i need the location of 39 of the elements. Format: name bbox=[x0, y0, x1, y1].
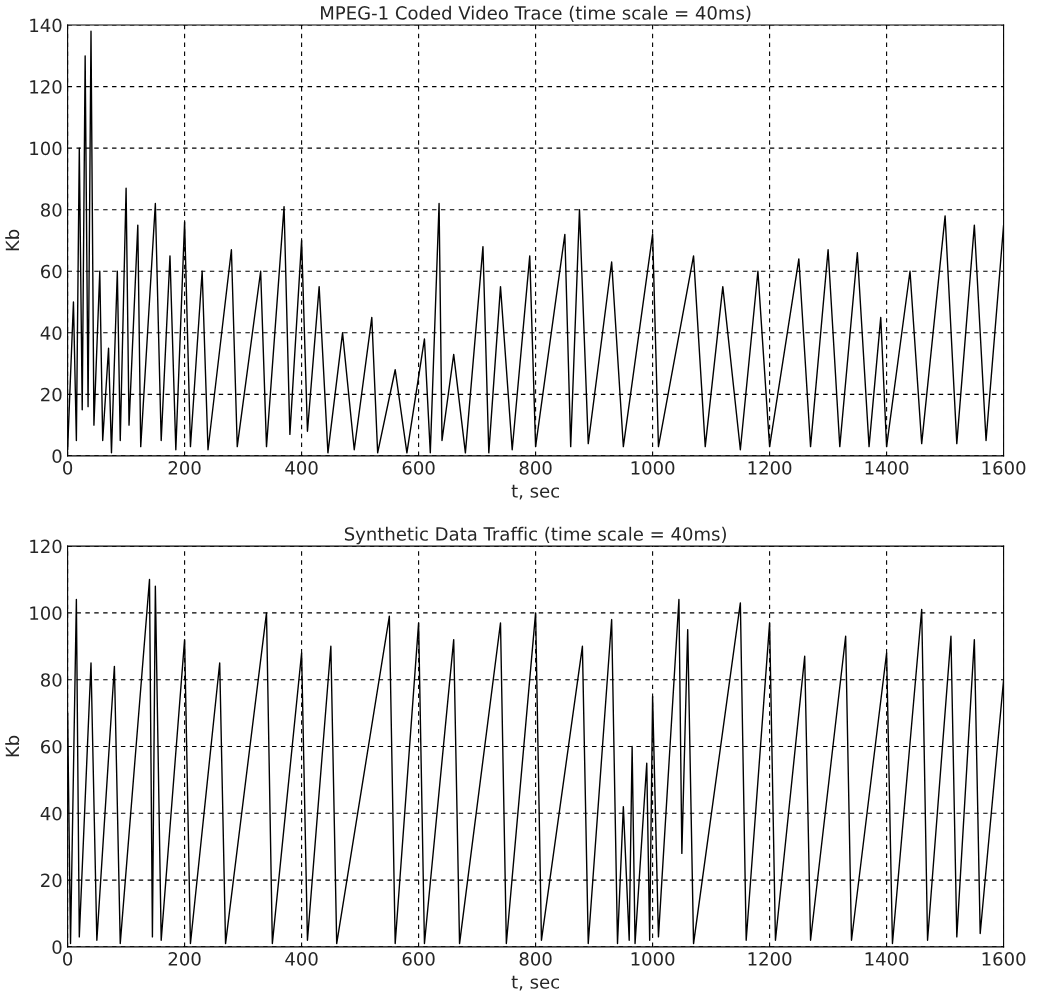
x-tick-label: 1200 bbox=[748, 952, 792, 966]
x-tick-label: 600 bbox=[402, 461, 435, 475]
chart-title: Synthetic Data Traffic (time scale = 40ms) bbox=[344, 526, 726, 545]
y-tick-label: 20 bbox=[41, 873, 62, 888]
x-tick-label: 1200 bbox=[748, 461, 792, 475]
x-tick-label: 800 bbox=[519, 952, 552, 966]
y-tick-label: 0 bbox=[52, 449, 62, 464]
x-tick-label: 400 bbox=[285, 461, 318, 475]
x-tick-label: 1600 bbox=[982, 952, 1026, 966]
y-tick-label: 120 bbox=[30, 539, 62, 554]
y-tick-label: 40 bbox=[40, 806, 62, 821]
y-tick-label: 20 bbox=[41, 387, 62, 402]
y-tick-label: 0 bbox=[52, 940, 62, 955]
x-tick-label: 1000 bbox=[631, 461, 675, 475]
x-tick-label: 1600 bbox=[982, 461, 1026, 475]
y-tick-label: 80 bbox=[40, 203, 62, 217]
chart-title: MPEG-1 Coded Video Trace (time scale = 40ms) bbox=[321, 5, 751, 22]
x-tick-label: 0 bbox=[63, 952, 73, 966]
x-tick-label: 1400 bbox=[865, 952, 909, 966]
y-tick-label: 120 bbox=[30, 80, 62, 94]
y-tick-label: 140 bbox=[30, 18, 62, 33]
y-axis-title: Kb bbox=[5, 229, 20, 251]
x-tick-label: 200 bbox=[168, 461, 201, 475]
y-axis-title: Kb bbox=[5, 735, 20, 757]
x-axis-title: t, sec bbox=[511, 975, 559, 991]
x-tick-label: 200 bbox=[168, 952, 201, 966]
y-tick-label: 40 bbox=[40, 326, 62, 340]
y-tick-label: 80 bbox=[40, 673, 62, 687]
x-tick-label: 600 bbox=[402, 952, 435, 966]
y-tick-label: 60 bbox=[41, 264, 62, 279]
x-tick-label: 1000 bbox=[631, 952, 675, 966]
x-tick-label: 800 bbox=[519, 461, 552, 475]
y-tick-label: 100 bbox=[30, 606, 62, 621]
y-tick-label: 100 bbox=[30, 141, 62, 156]
x-tick-label: 1400 bbox=[865, 461, 909, 475]
x-tick-label: 400 bbox=[285, 952, 318, 966]
y-tick-label: 60 bbox=[41, 739, 62, 754]
x-axis-title: t, sec bbox=[511, 484, 559, 500]
x-tick-label: 0 bbox=[63, 461, 73, 475]
